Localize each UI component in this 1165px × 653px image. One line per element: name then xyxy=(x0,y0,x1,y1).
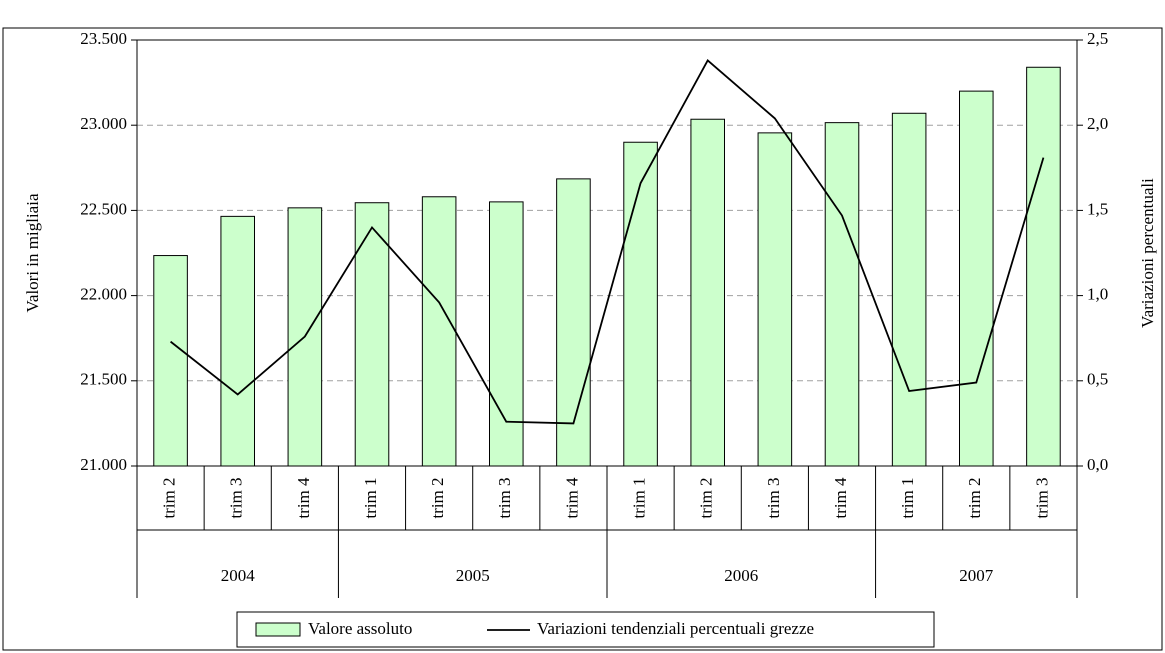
bar xyxy=(556,178,591,467)
bar xyxy=(1026,66,1061,467)
legend-swatch xyxy=(255,622,301,637)
bar xyxy=(153,255,188,467)
x-tick-label: trim 1 xyxy=(898,477,917,518)
x-tick-label: trim 3 xyxy=(495,477,514,518)
legend-box xyxy=(236,611,935,648)
x-tick-label: trim 4 xyxy=(294,477,313,519)
y2-tick-label: 0,0 xyxy=(1087,455,1108,474)
bar xyxy=(421,196,457,467)
y2-tick-label: 2,5 xyxy=(1087,29,1108,48)
x-tick-label: trim 1 xyxy=(361,477,380,518)
y2-tick-label: 0,5 xyxy=(1087,370,1108,389)
x-tick-label: trim 4 xyxy=(562,477,581,519)
x-tick-label: trim 4 xyxy=(831,477,850,519)
y-tick-label: 23.000 xyxy=(80,114,127,133)
bar xyxy=(891,112,927,467)
x-tick-label: trim 3 xyxy=(764,477,783,518)
x-tick-label: trim 2 xyxy=(428,477,447,518)
legend-label: Variazioni tendenziali percentuali grezz… xyxy=(537,619,814,638)
x-group-label: 2004 xyxy=(221,566,256,585)
y2-tick-label: 1,5 xyxy=(1087,199,1108,218)
bar xyxy=(959,90,994,467)
legend-label: Valore assoluto xyxy=(308,619,412,638)
y2-axis-label: Variazioni percentuali xyxy=(1138,178,1157,328)
x-tick-label: trim 1 xyxy=(629,477,648,518)
y-tick-label: 22.000 xyxy=(80,285,127,304)
y2-tick-label: 2,0 xyxy=(1087,114,1108,133)
y-axis-label: Valori in migliaia xyxy=(23,193,42,312)
x-group-label: 2005 xyxy=(456,566,490,585)
y2-tick-label: 1,0 xyxy=(1087,285,1108,304)
x-group-label: 2007 xyxy=(959,566,994,585)
x-tick-label: trim 3 xyxy=(1032,477,1051,518)
y-tick-label: 23.500 xyxy=(80,29,127,48)
bar xyxy=(489,201,524,467)
x-tick-label: trim 2 xyxy=(697,477,716,518)
bar xyxy=(824,122,860,467)
y-tick-label: 22.500 xyxy=(80,199,127,218)
bar xyxy=(354,202,390,467)
plot-frame xyxy=(136,39,1078,467)
line xyxy=(170,59,1045,425)
bar xyxy=(690,118,726,467)
y-tick-label: 21.500 xyxy=(80,370,127,389)
bar xyxy=(623,141,658,467)
x-tick-label: trim 2 xyxy=(159,477,178,518)
x-tick-label: trim 2 xyxy=(965,477,984,518)
y-tick-label: 21.000 xyxy=(80,455,127,474)
bar xyxy=(757,132,793,467)
x-tick-label: trim 3 xyxy=(227,477,246,518)
x-group-label: 2006 xyxy=(724,566,758,585)
bar xyxy=(220,215,256,467)
